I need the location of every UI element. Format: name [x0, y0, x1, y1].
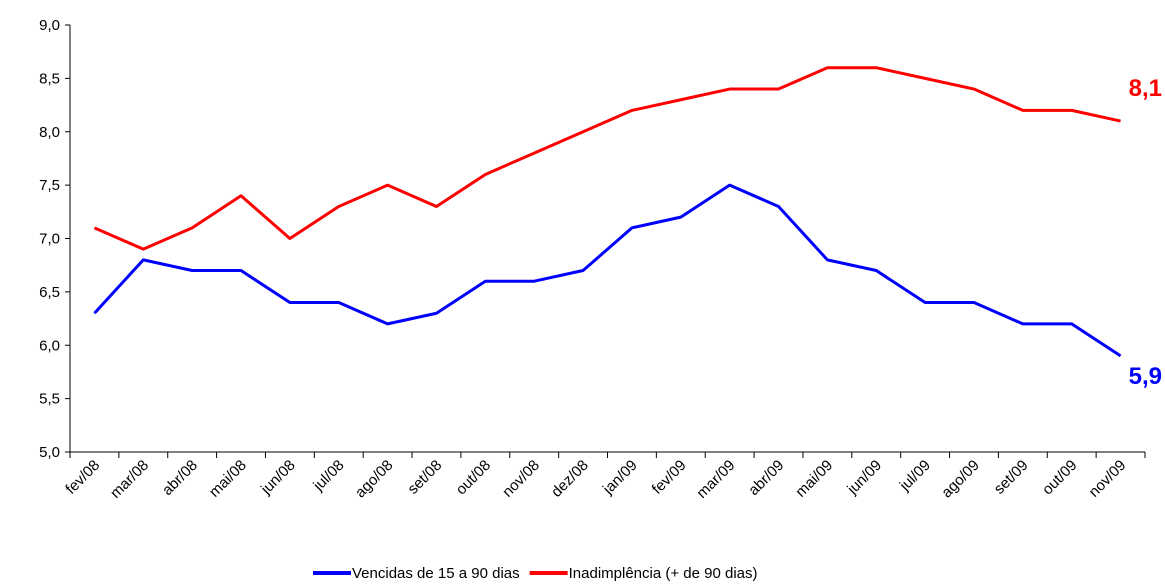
x-tick-label: nov/09 — [1086, 457, 1130, 501]
y-tick-label: 9,0 — [39, 17, 60, 34]
x-tick-label: abr/08 — [159, 457, 201, 499]
x-tick-label: ago/09 — [938, 457, 982, 501]
x-tick-label: dez/08 — [548, 457, 592, 501]
y-tick-label: 6,0 — [39, 337, 60, 354]
x-tick-label: abr/09 — [745, 457, 787, 499]
y-tick-label: 7,5 — [39, 177, 60, 194]
y-tick-label: 8,5 — [39, 70, 60, 87]
x-tick-label: jul/09 — [896, 457, 934, 495]
y-tick-label: 6,5 — [39, 284, 60, 301]
x-tick-label: set/09 — [991, 457, 1032, 498]
x-tick-label: jun/08 — [257, 457, 299, 499]
series-line — [93, 66, 1121, 251]
series-line — [93, 183, 1122, 358]
x-tick-label: nov/08 — [499, 457, 543, 501]
x-tick-label: mai/09 — [792, 457, 836, 501]
value-label: 5,9 — [1129, 363, 1162, 390]
y-tick-label: 5,5 — [39, 391, 60, 408]
legend-label: Inadimplência (+ de 90 dias) — [569, 565, 758, 582]
x-tick-label: mar/08 — [107, 457, 152, 502]
value-label: 8,1 — [1129, 75, 1162, 102]
x-tick-label: out/09 — [1039, 457, 1081, 499]
x-tick-label: jul/08 — [309, 457, 347, 495]
x-tick-label: ago/08 — [352, 457, 396, 501]
x-tick-label: mar/09 — [693, 457, 738, 502]
x-tick-label: jun/09 — [843, 457, 885, 499]
x-tick-label: fev/08 — [62, 457, 103, 498]
x-tick-label: mai/08 — [206, 457, 250, 501]
x-tick-label: jan/09 — [599, 457, 641, 499]
x-tick-label: out/08 — [453, 457, 495, 499]
x-tick-label: set/08 — [404, 457, 445, 498]
y-tick-label: 7,0 — [39, 231, 60, 248]
y-tick-label: 5,0 — [39, 444, 60, 461]
legend-label: Vencidas de 15 a 90 dias — [352, 565, 520, 582]
x-tick-label: fev/09 — [649, 457, 690, 498]
y-tick-label: 8,0 — [39, 124, 60, 141]
